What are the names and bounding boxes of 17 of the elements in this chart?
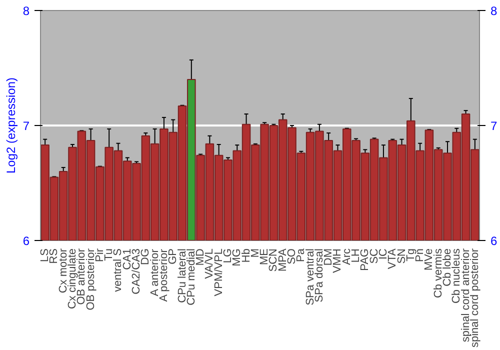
y-tick-label: 7 [22,119,30,133]
x-tick-label: SPa dorsal [313,248,326,302]
x-tick-label: MVe [423,248,436,271]
y2-tick-label: 7 [490,119,498,133]
y-tick-label: 8 [22,4,30,18]
x-tick-label: LG [222,248,234,264]
y2-tick-label: 6 [490,234,498,248]
x-tick-label: Cb lobe [441,248,454,286]
x-tick-label: GP [167,248,180,264]
y2-tick-label: 8 [490,4,498,18]
x-tick-label: Pa [295,248,308,262]
x-tick-label: RS [48,248,60,264]
x-tick-label: CPu medial [185,248,198,306]
y-axis-title: Log2 (expression) [4,77,18,174]
x-tick-label: SCN [268,248,280,272]
y-tick-label: 6 [22,234,30,248]
x-tick-label: IC [377,248,390,260]
